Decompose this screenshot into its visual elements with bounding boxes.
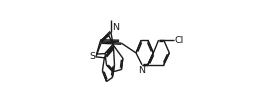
Text: S: S	[89, 52, 95, 61]
Text: N: N	[138, 66, 145, 75]
Text: Cl: Cl	[175, 36, 184, 45]
Text: N: N	[112, 23, 119, 32]
